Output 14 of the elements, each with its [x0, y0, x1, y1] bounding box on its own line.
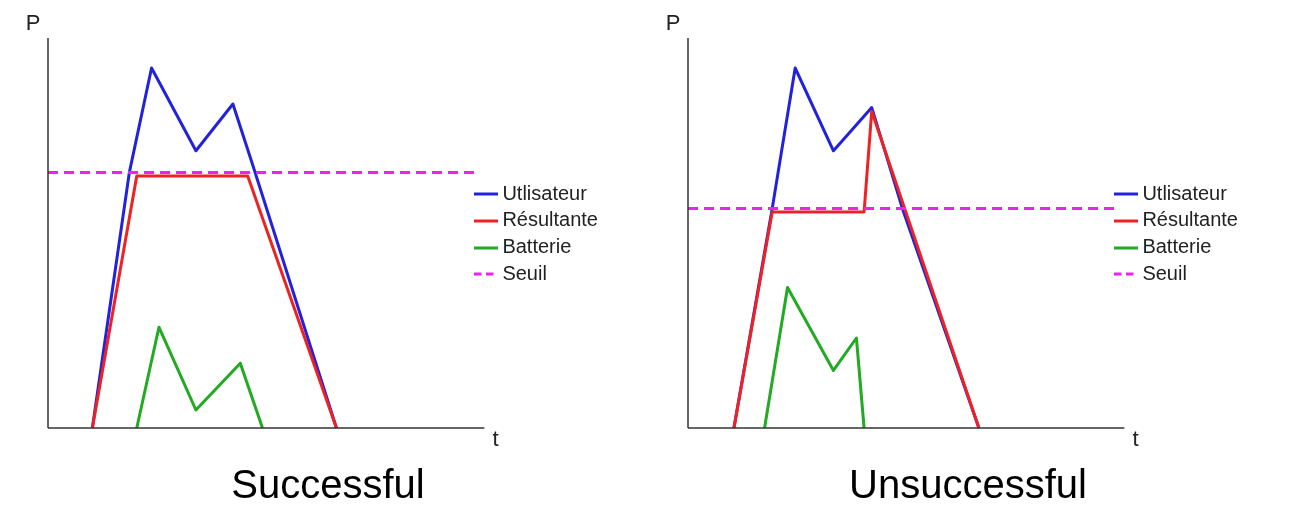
legend-label: Seuil [1142, 261, 1187, 284]
y-axis-title: P [665, 10, 681, 35]
legend-label: Résultante [502, 208, 598, 231]
legend-label: Seuil [502, 261, 547, 284]
legend-label: Résultante [1142, 208, 1238, 231]
legend-label: Batterie [502, 235, 572, 257]
text: Unsuccessful [848, 462, 1088, 507]
x-axis-title: t [492, 425, 499, 451]
legend-label: Utlisateur [1142, 181, 1227, 204]
legend-label: Batterie [1142, 235, 1212, 257]
y-axis-title: P [25, 10, 41, 35]
x-axis-title: t [1132, 425, 1139, 451]
legend-label: Utlisateur [502, 181, 587, 204]
text: Successful [230, 462, 426, 507]
